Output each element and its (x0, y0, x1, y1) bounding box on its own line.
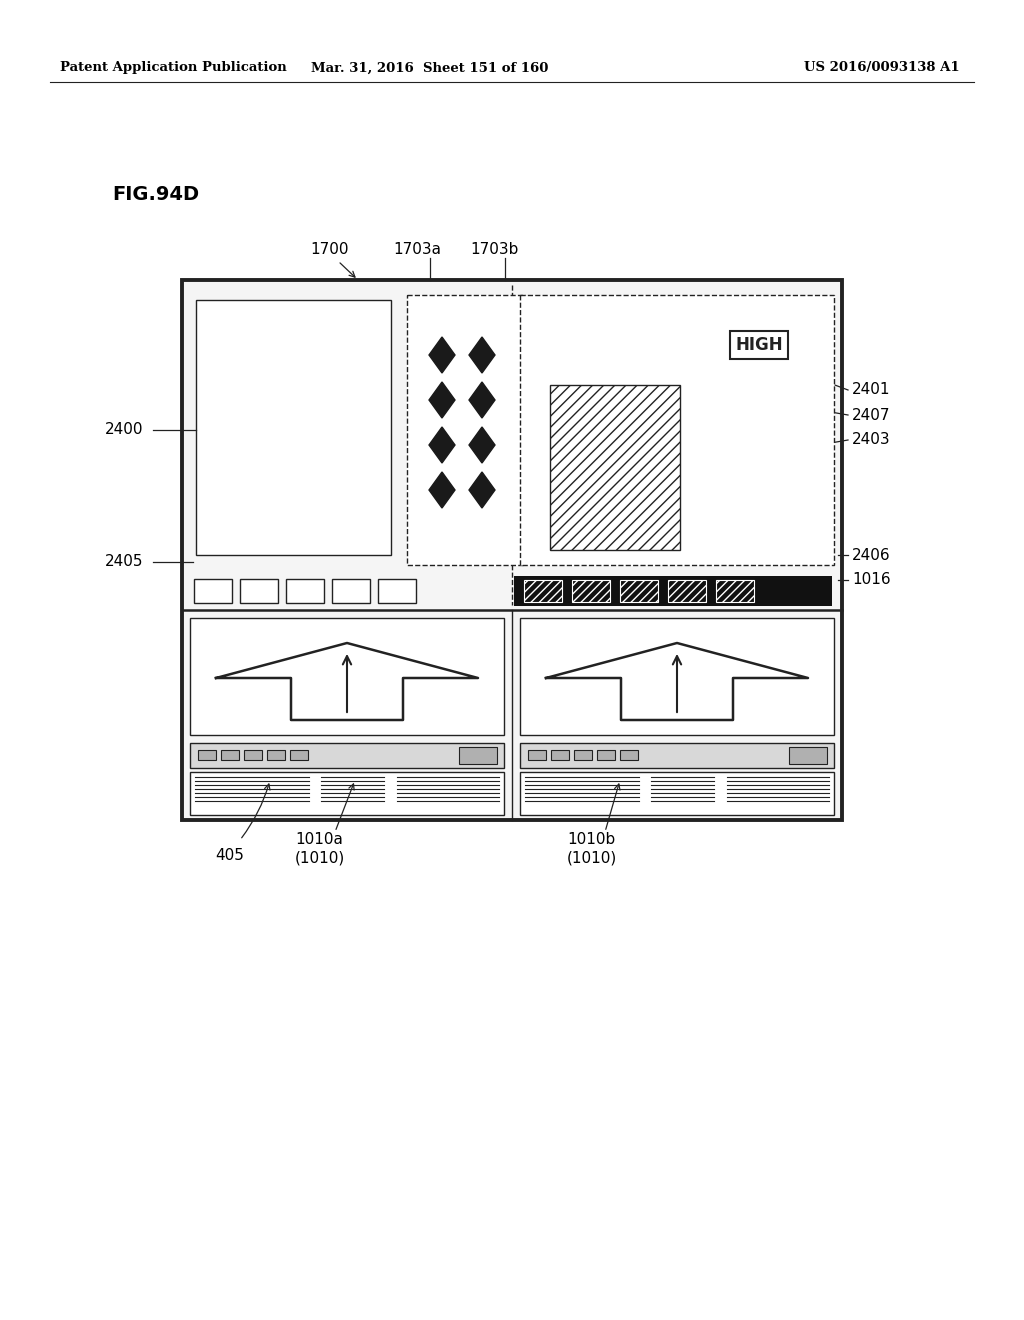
Text: 1010a: 1010a (295, 833, 343, 847)
Bar (407, 294, 525, 565)
Bar (190, 743, 504, 768)
Bar (182, 280, 842, 820)
Bar (528, 750, 546, 760)
Bar (267, 750, 285, 760)
Bar (520, 743, 834, 768)
Bar (551, 750, 569, 760)
Text: 1703b: 1703b (470, 243, 518, 257)
Bar (378, 579, 416, 603)
Text: 2401: 2401 (852, 383, 891, 397)
Bar (620, 750, 638, 760)
Text: HIGH: HIGH (735, 337, 782, 354)
Polygon shape (429, 473, 455, 508)
Bar (572, 579, 610, 602)
Bar (198, 750, 216, 760)
Bar (524, 579, 562, 602)
Bar (196, 300, 391, 554)
Text: 405: 405 (215, 847, 244, 862)
Bar (240, 579, 278, 603)
Text: Mar. 31, 2016  Sheet 151 of 160: Mar. 31, 2016 Sheet 151 of 160 (311, 62, 549, 74)
Bar (190, 772, 504, 814)
Bar (550, 385, 680, 550)
Polygon shape (429, 426, 455, 463)
Bar (520, 294, 834, 565)
Bar (716, 579, 754, 602)
Text: Patent Application Publication: Patent Application Publication (60, 62, 287, 74)
Polygon shape (429, 337, 455, 374)
Bar (620, 579, 658, 602)
Bar (221, 750, 239, 760)
Bar (459, 747, 497, 764)
Text: 2403: 2403 (852, 433, 891, 447)
Text: 1016: 1016 (852, 573, 891, 587)
Text: 2405: 2405 (105, 554, 143, 569)
Bar (520, 618, 834, 735)
Bar (790, 747, 827, 764)
Text: US 2016/0093138 A1: US 2016/0093138 A1 (805, 62, 961, 74)
Text: 1703a: 1703a (393, 243, 441, 257)
Polygon shape (469, 337, 495, 374)
Text: FIG.94D: FIG.94D (112, 186, 199, 205)
Text: 2400: 2400 (105, 422, 143, 437)
Bar (574, 750, 592, 760)
Bar (520, 772, 834, 814)
Bar (190, 618, 504, 735)
Polygon shape (469, 473, 495, 508)
Polygon shape (429, 381, 455, 418)
Bar (332, 579, 370, 603)
Bar (668, 579, 706, 602)
Polygon shape (469, 426, 495, 463)
Bar (286, 579, 324, 603)
Text: 2407: 2407 (852, 408, 891, 422)
Bar (514, 576, 831, 606)
Bar (290, 750, 308, 760)
Text: 2406: 2406 (852, 548, 891, 562)
Polygon shape (469, 381, 495, 418)
Text: (1010): (1010) (567, 850, 617, 866)
Bar (194, 579, 232, 603)
Text: (1010): (1010) (295, 850, 345, 866)
Text: 1010b: 1010b (567, 833, 615, 847)
Text: 1700: 1700 (310, 243, 348, 257)
Bar (597, 750, 615, 760)
Bar (244, 750, 262, 760)
